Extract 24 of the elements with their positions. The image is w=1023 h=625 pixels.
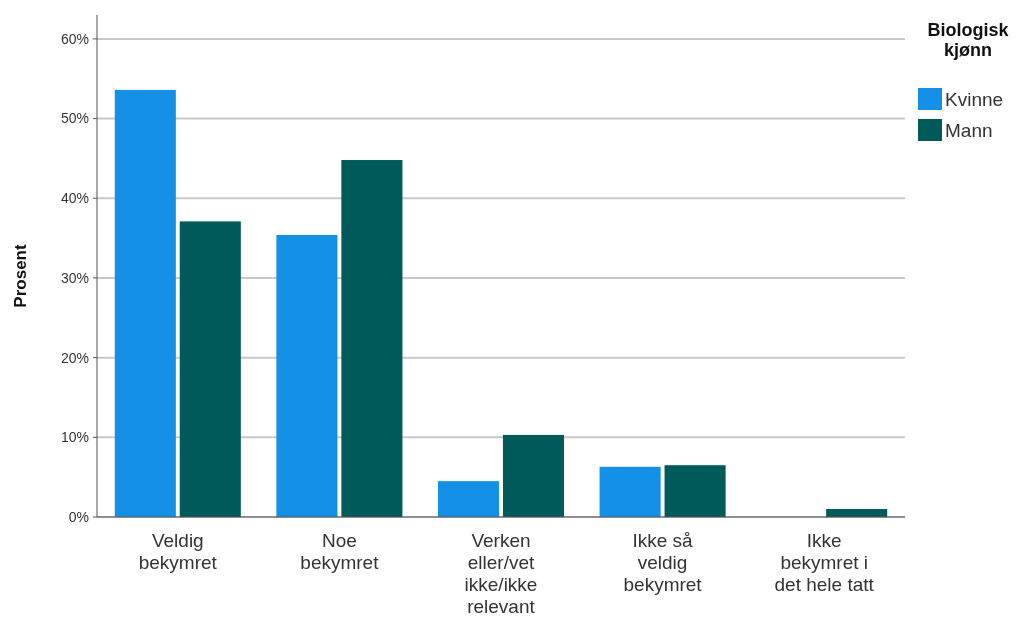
x-tick-label: Ikke så veldig bekymret — [623, 530, 703, 595]
x-tick-label: Verken eller/vet ikke/ikke relevant — [464, 530, 538, 617]
y-tick-label: 50% — [60, 110, 89, 127]
y-axis-title: Prosent — [11, 244, 30, 308]
bar — [502, 434, 565, 517]
y-tick-label: 30% — [60, 269, 89, 286]
bar — [341, 160, 403, 517]
x-tick-label: Ikke bekymret i det hele tatt — [774, 530, 875, 595]
bar — [179, 221, 241, 517]
bar — [276, 234, 338, 517]
y-tick-label: 0% — [68, 508, 89, 525]
y-tick-label: 10% — [60, 429, 89, 446]
y-tick-label: 20% — [60, 349, 89, 366]
legend-title: Biologisk kjønn — [927, 20, 1010, 60]
legend-label: Mann — [945, 119, 993, 141]
bar — [664, 465, 726, 517]
x-tick-label: Noe bekymret — [300, 530, 380, 573]
bar — [437, 481, 500, 517]
bar — [114, 89, 176, 517]
y-tick-label: 40% — [60, 190, 89, 207]
legend-label: Kvinne — [945, 88, 1004, 110]
y-tick-label: 60% — [60, 30, 89, 47]
x-tick-label: Veldig bekymret — [138, 530, 218, 573]
bar — [599, 466, 661, 517]
